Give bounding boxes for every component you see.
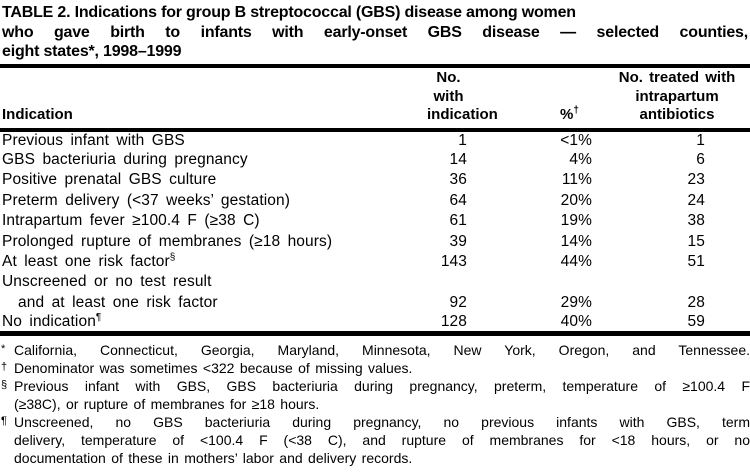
title-divider-rule — [0, 63, 750, 68]
table-title-line-3: eight states*, 1998–1999 — [2, 43, 182, 60]
footnotes: * California, Connecticut, Georgia, Mary… — [0, 341, 750, 467]
cell-no-treated: 15 — [687, 232, 705, 250]
cell-no-treated: 6 — [696, 151, 705, 169]
cell-indication: Previous infant with GBS — [0, 130, 352, 150]
table-row: and at least one risk factor 92 29% 28 — [0, 293, 750, 313]
cell-no-treated — [594, 272, 750, 292]
indication-label: Prolonged rupture of membranes (≥18 hour… — [2, 232, 333, 250]
table-row: Prolonged rupture of membranes (≥18 hour… — [0, 231, 750, 251]
header-no-treated-line-2: intrapartum — [635, 87, 719, 105]
table-row: Positive prenatal GBS culture 36 11% 23 — [0, 170, 750, 190]
table-body: Previous infant with GBS 1 <1% 1 GBS bac… — [0, 130, 750, 336]
gbs-indications-table: Indication No. with indication %† No. tr… — [0, 67, 750, 337]
cell-indication: Preterm delivery (<37 weeks’ gestation) — [0, 191, 352, 211]
cell-percent: 20% — [560, 191, 592, 209]
footnote-no-indication-line-3: documentation of these in mothers’ labor… — [14, 450, 413, 467]
footnote-no-indication-line-2: delivery, temperature of <100.4 F (<38 C… — [14, 432, 750, 449]
header-no-with-indication-line-1: No. with — [433, 69, 464, 105]
asterisk-marker: * — [1, 343, 6, 356]
cell-indication: Intrapartum fever ≥100.4 F (≥38 C) — [0, 211, 352, 231]
indication-pilcrow-marker: ¶ — [95, 311, 102, 323]
cell-no-with-indication — [352, 272, 470, 292]
footnote-risk-factor: § Previous infant with GBS, GBS bacteriu… — [0, 377, 750, 413]
cell-no-with-indication: 128 — [352, 313, 470, 336]
cell-no-with-indication: 36 — [449, 171, 467, 189]
cell-no-with-indication: 61 — [449, 212, 467, 230]
section-marker: § — [1, 379, 8, 392]
cell-indication: At least one risk factor§ — [0, 252, 352, 272]
cell-no-treated: 38 — [687, 212, 705, 230]
header-no-with-indication: No. with indication — [352, 67, 498, 132]
cell-no-with-indication: 39 — [449, 232, 467, 250]
indication-section-marker: § — [169, 251, 176, 263]
table-row: At least one risk factor§ 143 44% 51 — [0, 252, 750, 272]
cell-no-treated: 51 — [687, 253, 705, 271]
table-title-line-2: who gave birth to infants with early-ons… — [2, 23, 748, 41]
cell-indication: Prolonged rupture of membranes (≥18 hour… — [0, 231, 352, 251]
cell-percent — [470, 272, 594, 292]
indication-label: GBS bacteriuria during pregnancy — [2, 151, 248, 169]
indication-label: Preterm delivery (<37 weeks’ gestation) — [2, 191, 290, 209]
cell-no-treated: 59 — [594, 313, 750, 336]
cell-no-treated: 1 — [696, 131, 705, 149]
header-no-with-indication-line-2: indication — [427, 106, 498, 123]
indication-label: No indication — [2, 313, 96, 331]
cell-percent: 14% — [560, 232, 592, 250]
indication-label: Unscreened or no test result — [2, 273, 212, 291]
table-row: Intrapartum fever ≥100.4 F (≥38 C) 61 19… — [0, 211, 750, 231]
cell-indication: Unscreened or no test result — [0, 272, 352, 292]
footnote-states-line-1: California, Connecticut, Georgia, Maryla… — [14, 342, 750, 359]
header-row: Indication No. with indication %† No. tr… — [0, 67, 750, 132]
cell-no-treated: 28 — [687, 293, 705, 311]
table-row: Unscreened or no test result — [0, 272, 750, 292]
table-row: No indication¶ 128 40% 59 — [0, 311, 750, 336]
footnote-no-indication-line-1: Unscreened, no GBS bacteriuria during pr… — [14, 414, 750, 431]
header-percent-label: % — [560, 106, 574, 123]
footnote-risk-factor-line-2: (≥38C), or rupture of membranes for ≥18 … — [14, 396, 320, 413]
indication-label: Positive prenatal GBS culture — [2, 171, 217, 189]
indication-label: Previous infant with GBS — [2, 131, 185, 149]
footnote-risk-factor-line-1: Previous infant with GBS, GBS bacteriuri… — [14, 378, 750, 395]
cell-percent: 4% — [569, 151, 592, 169]
cell-percent: 40% — [470, 313, 594, 336]
table-row: Previous infant with GBS 1 <1% 1 — [0, 130, 750, 150]
cell-percent: 19% — [560, 212, 592, 230]
indication-label: At least one risk factor — [2, 253, 170, 271]
header-percent-dagger-marker: † — [573, 105, 579, 116]
cell-percent: 29% — [560, 293, 592, 311]
cell-no-with-indication: 92 — [449, 293, 467, 311]
footnote-denominator: † Denominator was sometimes <322 because… — [0, 359, 750, 377]
cell-no-with-indication: 143 — [440, 253, 467, 271]
cell-percent: 44% — [560, 253, 592, 271]
cell-no-with-indication: 1 — [458, 131, 467, 149]
header-percent: %† — [470, 67, 594, 132]
footnote-states: * California, Connecticut, Georgia, Mary… — [0, 341, 750, 359]
cell-no-with-indication: 64 — [449, 191, 467, 209]
cell-no-treated: 23 — [687, 171, 705, 189]
header-indication: Indication — [0, 67, 352, 132]
indication-label: Intrapartum fever ≥100.4 F (≥38 C) — [2, 212, 260, 230]
table-title-line-1: TABLE 2. Indications for group B strepto… — [2, 4, 576, 21]
dagger-marker: † — [1, 361, 8, 374]
cell-no-treated: 24 — [687, 191, 705, 209]
cell-percent: 11% — [561, 171, 592, 189]
cell-no-with-indication: 14 — [449, 151, 467, 169]
pilcrow-marker: ¶ — [1, 415, 7, 428]
cell-indication-continuation: and at least one risk factor — [0, 293, 352, 313]
cell-indication: Positive prenatal GBS culture — [0, 170, 352, 190]
header-no-treated: No. treated with intrapartum antibiotics — [594, 67, 750, 132]
cell-indication: No indication¶ — [0, 311, 352, 336]
table-row: GBS bacteriuria during pregnancy 14 4% 6 — [0, 150, 750, 170]
footnote-denominator-line-1: Denominator was sometimes <322 because o… — [14, 360, 413, 377]
header-no-treated-line-3: antibiotics — [639, 106, 715, 123]
cell-percent: <1% — [560, 131, 592, 149]
table-header: Indication No. with indication %† No. tr… — [0, 67, 750, 132]
table-row: Preterm delivery (<37 weeks’ gestation) … — [0, 191, 750, 211]
footnote-no-indication: ¶ Unscreened, no GBS bacteriuria during … — [0, 413, 750, 467]
table-title: TABLE 2. Indications for group B strepto… — [0, 0, 750, 62]
header-no-treated-line-1: No. treated with — [618, 69, 736, 86]
indication-label: and at least one risk factor — [18, 293, 218, 311]
cell-indication: GBS bacteriuria during pregnancy — [0, 150, 352, 170]
